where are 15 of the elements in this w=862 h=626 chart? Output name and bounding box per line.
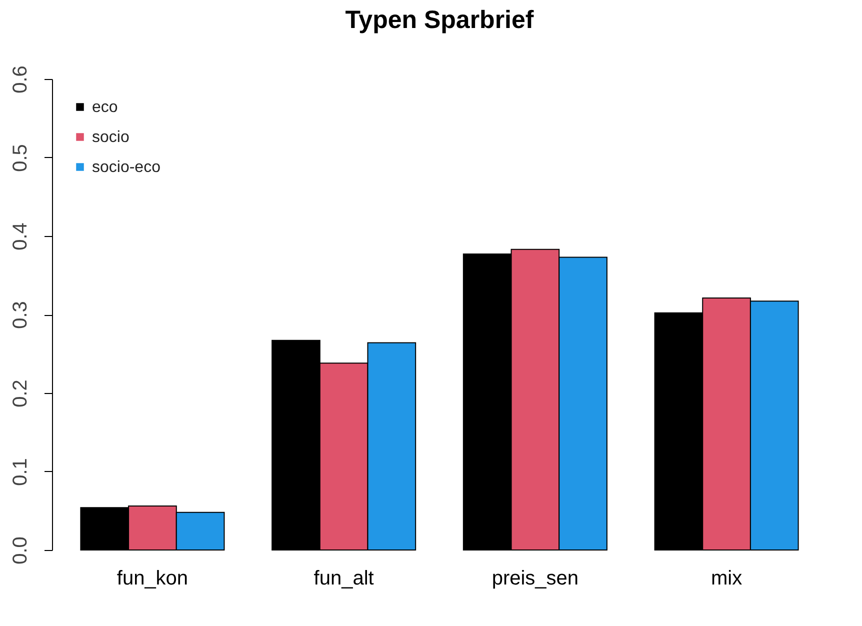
x-tick-label: mix — [710, 568, 742, 590]
x-tick-label: preis_sen — [492, 568, 579, 590]
x-tick-label: fun_kon — [116, 568, 188, 590]
y-tick-label: 0.5 — [10, 144, 32, 172]
y-tick-label: 0.1 — [10, 458, 32, 486]
legend-label: socio-eco — [92, 159, 161, 176]
y-tick-label: 0.6 — [10, 66, 32, 94]
legend-label: socio — [92, 129, 130, 146]
legend-label: eco — [92, 99, 118, 116]
y-tick-label: 0.2 — [10, 380, 32, 408]
x-tick-label: fun_alt — [314, 568, 374, 590]
chart-title: Typen Sparbrief — [345, 6, 534, 34]
y-tick-label: 0.3 — [10, 301, 32, 329]
y-tick-label: 0.4 — [10, 222, 32, 250]
y-tick-label: 0.0 — [10, 536, 32, 564]
